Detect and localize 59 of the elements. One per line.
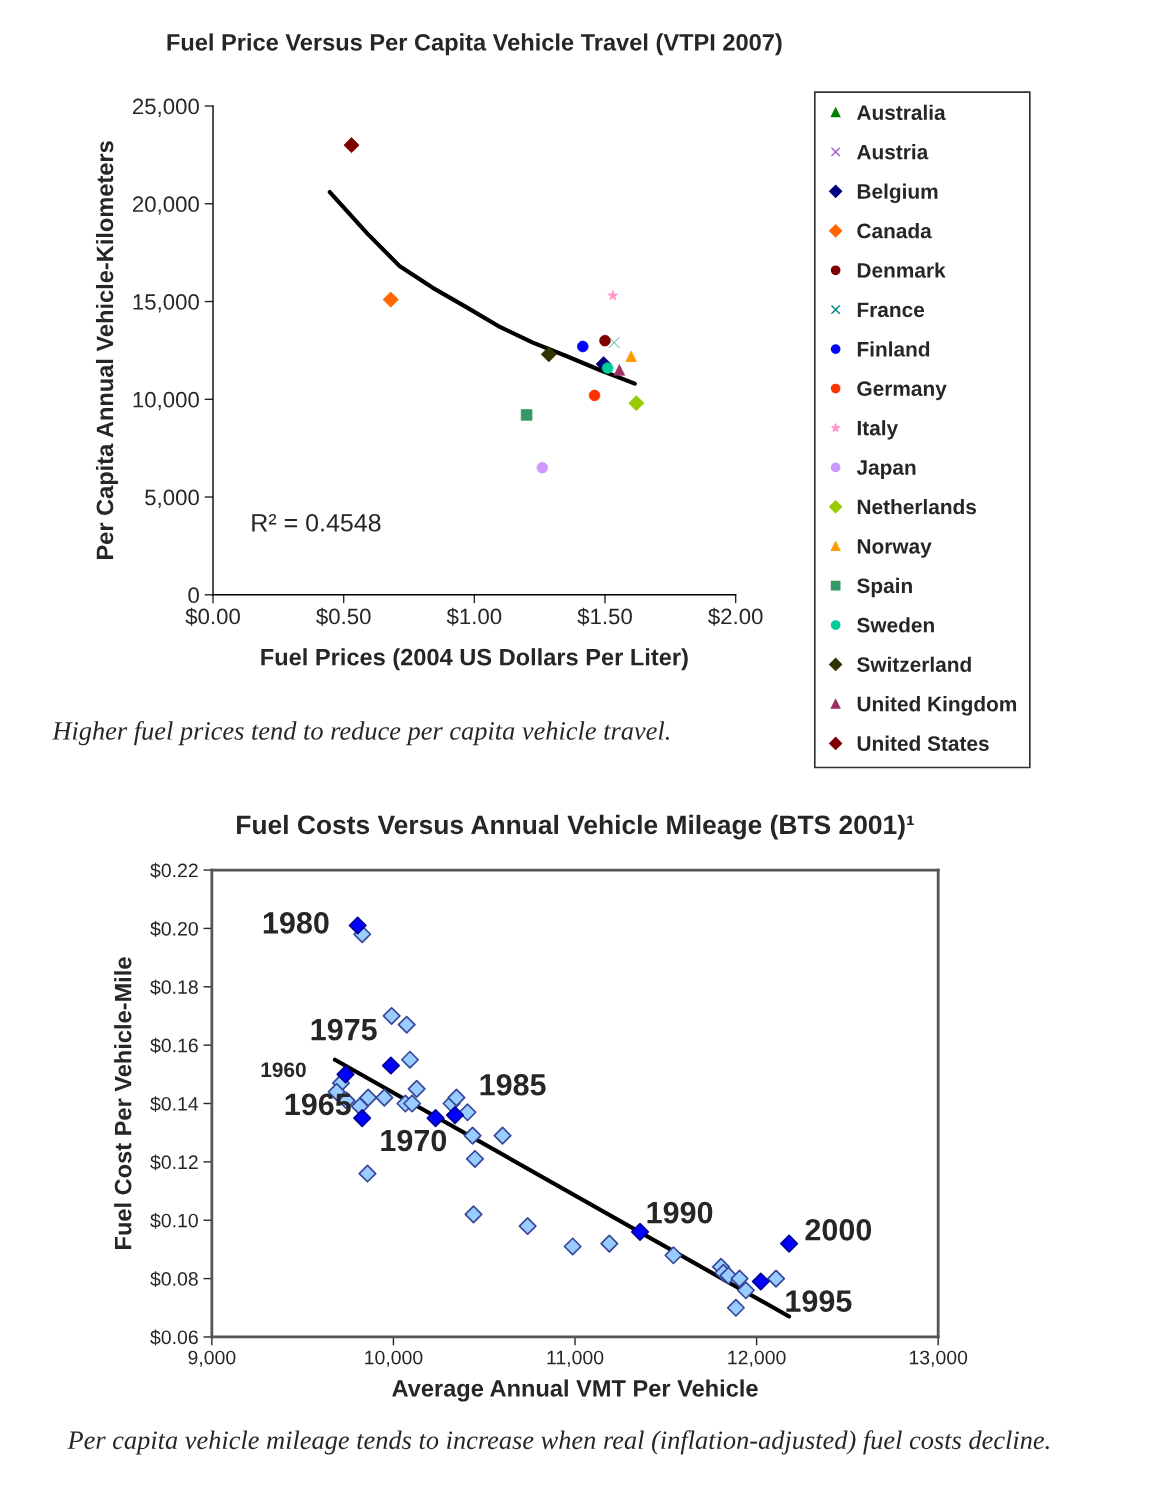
legend-label: United Kingdom xyxy=(857,696,1017,716)
x-tick-label: $0.00 xyxy=(185,607,240,626)
legend-label: Norway xyxy=(857,539,932,558)
x-tick-label: 13,000 xyxy=(909,1350,968,1367)
chart-title: Fuel Costs Versus Annual Vehicle Mileage (BTS 2001)¹ xyxy=(237,814,914,840)
annotation: 1980 xyxy=(263,912,329,934)
legend-label: Italy xyxy=(857,420,899,440)
legend-label: Germany xyxy=(857,381,947,401)
legend-label: Spain xyxy=(857,577,912,598)
x-tick-label: 11,000 xyxy=(547,1350,604,1367)
text: Higher fuel prices tend to reduce per capita vehicle travel. xyxy=(52,720,669,746)
y-tick-label: $0.20 xyxy=(150,921,198,937)
y-tick-label: 15,000 xyxy=(133,294,199,313)
x-tick-label: 12,000 xyxy=(728,1350,786,1367)
legend-label: Switzerland xyxy=(857,656,971,672)
x-axis-title: Average Annual VMT Per Vehicle xyxy=(392,1379,758,1402)
annotation: 1990 xyxy=(647,1201,713,1224)
legend-label: Japan xyxy=(856,460,916,479)
y-tick-label: 0 xyxy=(188,587,199,604)
y-tick-label: $0.16 xyxy=(150,1037,198,1054)
y-tick-label: $0.12 xyxy=(150,1154,198,1171)
annotation: R² = 0.4548 xyxy=(252,513,381,532)
chart-title: Fuel Price Versus Per Capita Vehicle Travel (VTPI 2007) xyxy=(167,33,782,56)
legend-label: Austria xyxy=(856,144,929,160)
legend-label: Netherlands xyxy=(857,498,977,515)
legend-label: Australia xyxy=(856,104,946,120)
x-tick-label: 10,000 xyxy=(365,1350,423,1367)
y-tick-label: 20,000 xyxy=(132,196,199,215)
y-tick-label: $0.14 xyxy=(150,1096,199,1112)
y-tick-label: $0.10 xyxy=(150,1212,198,1229)
y-axis-title: Fuel Cost Per Vehicle-Mile xyxy=(114,957,132,1249)
annotation: 1995 xyxy=(786,1290,852,1312)
legend-label: Canada xyxy=(857,223,932,239)
x-tick-label: 9,000 xyxy=(188,1350,236,1367)
legend-label: France xyxy=(857,302,925,318)
legend-label: Sweden xyxy=(857,617,934,633)
y-tick-label: 10,000 xyxy=(133,391,199,411)
y-axis-title: Per Capita Annual Vehicle-Kilometers xyxy=(95,141,118,559)
annotation: 1970 xyxy=(381,1129,447,1152)
annotation: 1960 xyxy=(261,1062,306,1078)
x-axis-title: Fuel Prices (2004 US Dollars Per Liter) xyxy=(261,648,688,671)
y-tick-label: $0.06 xyxy=(150,1329,198,1346)
annotation: 2000 xyxy=(805,1219,872,1241)
x-tick-label: $0.50 xyxy=(316,607,371,626)
annotation: 1985 xyxy=(480,1073,546,1096)
y-tick-label: $0.08 xyxy=(150,1271,198,1287)
legend-label: Finland xyxy=(857,341,930,357)
x-tick-label: $1.00 xyxy=(446,607,502,626)
legend-label: United States xyxy=(857,735,989,751)
annotation: 1975 xyxy=(311,1018,377,1041)
legend-label: Belgium xyxy=(857,183,938,204)
y-tick-label: 25,000 xyxy=(132,98,199,117)
y-tick-label: $0.18 xyxy=(150,979,198,996)
legend-label: Denmark xyxy=(857,262,946,278)
text: Per capita vehicle mileage tends to increase when real (inflation-adjusted) fuel costs decline. xyxy=(67,1430,1049,1455)
y-tick-label: 5,000 xyxy=(145,489,199,508)
x-tick-label: $2.00 xyxy=(708,607,763,626)
x-tick-label: $1.50 xyxy=(577,607,632,626)
y-tick-label: $0.22 xyxy=(150,862,198,879)
